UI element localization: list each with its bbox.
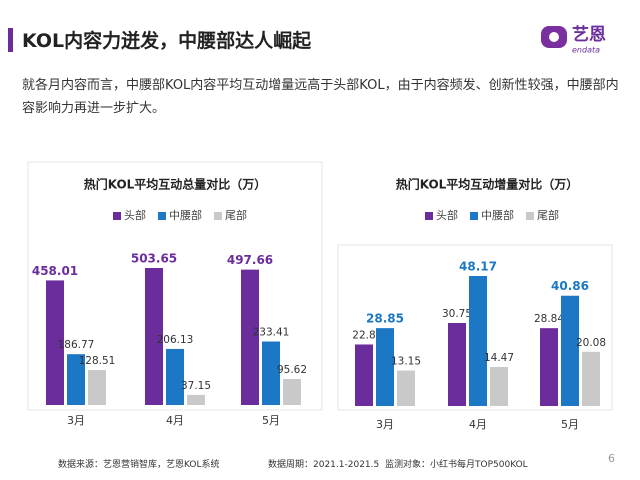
x-tick-label: 4月: [469, 418, 487, 431]
x-tick-label: 3月: [376, 418, 394, 431]
value-label: 37.15: [181, 380, 211, 392]
value-label: 48.17: [459, 260, 497, 274]
x-tick-label: 5月: [561, 418, 579, 431]
slide-title: KOL内容力迸发，中腰部达人崛起: [22, 30, 312, 52]
logo-sub: endata: [572, 46, 600, 55]
value-label: 497.66: [227, 253, 273, 267]
value-label: 233.41: [253, 327, 290, 339]
value-label: 28.85: [366, 312, 404, 326]
x-tick-label: 3月: [67, 414, 85, 427]
bar: [448, 323, 466, 406]
x-tick-label: 5月: [262, 414, 280, 427]
value-label: 128.51: [79, 355, 116, 367]
legend-swatch: [113, 212, 121, 220]
bar: [283, 378, 301, 405]
bar: [397, 370, 415, 406]
bar: [166, 348, 184, 405]
chart-title: 热门KOL平均互动总量对比（万）: [84, 177, 267, 192]
value-label: 13.15: [391, 356, 421, 368]
chart-panel: [27, 161, 323, 411]
logo: 艺恩 endata: [541, 24, 606, 55]
bar: [355, 344, 373, 406]
legend-swatch: [526, 212, 534, 220]
page-number: 6: [608, 452, 615, 465]
legend-label: 头部: [124, 208, 146, 222]
value-label: 503.65: [131, 252, 177, 266]
value-label: 95.62: [277, 364, 307, 376]
chart-title: 热门KOL平均互动增量对比（万）: [396, 177, 579, 192]
bar: [46, 280, 64, 405]
bar: [187, 394, 205, 405]
paragraph: 就各月内容而言，中腰部KOL内容平均互动增量远高于头部KOL，由于内容频发、创新…: [22, 78, 619, 116]
legend-label: 中腰部: [169, 208, 202, 222]
bar: [469, 276, 487, 406]
x-tick-label: 4月: [166, 414, 184, 427]
legend-label: 尾部: [225, 208, 247, 222]
legend-swatch: [214, 212, 222, 220]
value-label: 30.75: [442, 308, 472, 320]
value-label: 14.47: [484, 352, 514, 364]
value-label: 40.86: [551, 279, 589, 293]
legend-label: 尾部: [537, 208, 559, 222]
chart-panel: [337, 244, 613, 411]
legend-label: 中腰部: [481, 208, 514, 222]
bar: [88, 370, 106, 405]
value-label: 22.8: [352, 329, 375, 341]
footer-period: 数据周期：2021.1-2021.5: [268, 460, 380, 470]
bar: [490, 366, 508, 406]
bar: [262, 341, 280, 405]
legend-label: 头部: [436, 208, 458, 222]
footer-target: 监测对象：小红书每月TOP500KOL: [385, 460, 528, 470]
bar: [67, 354, 85, 405]
legend-swatch: [470, 212, 478, 220]
logo-dot: [549, 32, 559, 42]
legend-swatch: [425, 212, 433, 220]
legend-swatch: [158, 212, 166, 220]
footer-source: 数据来源：艺恩营销智库，艺恩KOL系统: [58, 460, 220, 470]
value-label: 28.84: [534, 313, 564, 325]
bar: [376, 328, 394, 406]
value-label: 458.01: [32, 264, 78, 278]
logo-name: 艺恩: [572, 24, 606, 45]
value-label: 186.77: [58, 339, 95, 351]
bar: [241, 269, 259, 405]
bar: [540, 328, 558, 406]
bar: [561, 295, 579, 406]
accent-bar: [8, 28, 13, 52]
value-label: 20.08: [576, 337, 606, 349]
bar: [582, 351, 600, 406]
bar: [145, 268, 163, 405]
value-label: 206.13: [157, 334, 194, 346]
